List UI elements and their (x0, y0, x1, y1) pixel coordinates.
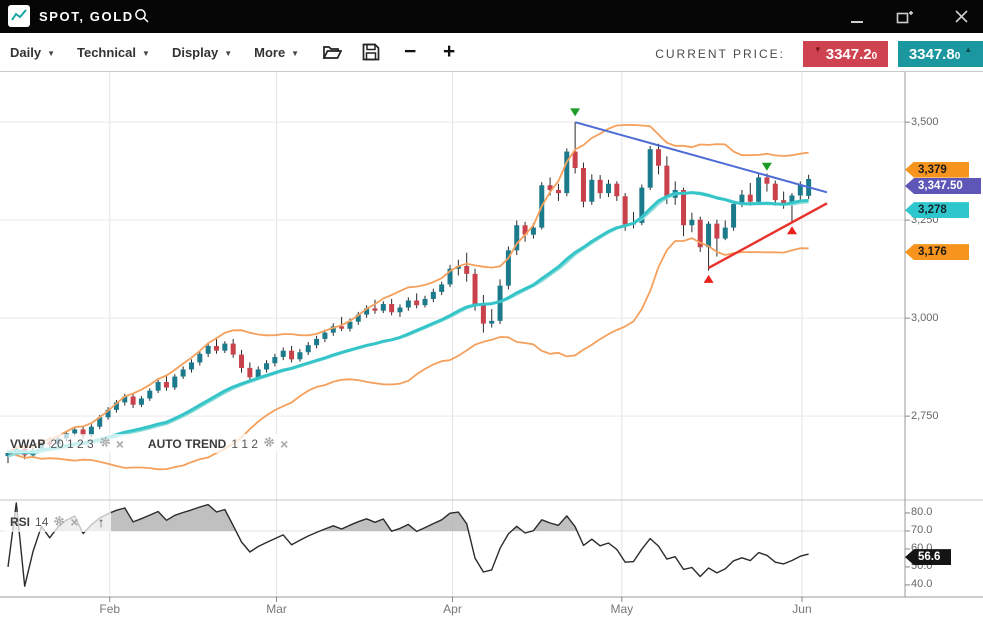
menu-more[interactable]: More ▼ (254, 45, 299, 60)
gear-icon[interactable] (263, 436, 275, 451)
bollinger-upper-line (8, 125, 809, 453)
autotrend-indicator-params: 1 1 2 (231, 437, 258, 451)
time-axis-tick: Feb (90, 602, 130, 616)
rsi-indicator-row: RSI 14 × ↑ (4, 512, 111, 532)
bid-price: 3347.2 (826, 46, 872, 63)
vwap-line (8, 192, 809, 456)
rsi-value-badge: 56.6 (905, 549, 951, 565)
price-level-badge: 3,379 (905, 162, 969, 178)
candles-layer (6, 122, 812, 463)
gear-icon[interactable] (53, 515, 65, 530)
price-level-badge: 3,176 (905, 244, 969, 260)
chevron-down-icon: ▼ (224, 47, 232, 58)
autotrend-indicator-label: AUTO TREND (148, 437, 226, 451)
close-button[interactable] (948, 0, 974, 33)
vwap-indicator-label: VWAP (10, 437, 45, 451)
menu-timeframe-label: Daily (10, 45, 41, 60)
gear-icon[interactable] (99, 436, 111, 451)
overlay-indicator-row: VWAP 20 1 2 3 × AUTO TREND 1 1 2 × (4, 434, 294, 453)
rsi-axis-tick: 80.0 (911, 506, 932, 518)
menu-technical-label: Technical (77, 45, 136, 60)
rsi-indicator-params: 14 (35, 515, 48, 529)
menu-timeframe[interactable]: Daily ▼ (10, 45, 55, 60)
buy-price-button[interactable]: 3347.8 0 ▲ (898, 41, 983, 67)
time-axis-tick: Mar (257, 602, 297, 616)
popout-window-button[interactable] (892, 0, 918, 33)
rsi-axis-tick: 40.0 (911, 578, 932, 590)
vwap-indicator-params: 20 1 2 3 (50, 437, 93, 451)
menu-technical[interactable]: Technical ▼ (77, 45, 150, 60)
zoom-out-button[interactable]: − (399, 40, 421, 64)
trend-line-0 (575, 122, 827, 192)
time-axis-tick: Apr (433, 602, 473, 616)
price-level-badge: 3,347.50 (905, 178, 981, 194)
price-level-badge: 3,278 (905, 202, 969, 218)
price-up-icon: ▲ (964, 46, 972, 54)
sell-signal-icon (570, 108, 580, 116)
buy-signal-icon (787, 226, 797, 234)
close-icon[interactable]: × (280, 438, 288, 450)
chevron-down-icon: ▼ (291, 47, 299, 58)
price-axis-tick: 3,000 (911, 312, 939, 324)
trading-app-window: SPOT, GOLD Daily (0, 0, 983, 621)
price-axis-tick: 3,500 (911, 116, 939, 128)
title-bar: SPOT, GOLD (0, 0, 983, 33)
open-layout-button[interactable] (321, 40, 343, 64)
search-icon[interactable] (134, 8, 150, 29)
close-icon[interactable]: × (116, 438, 124, 450)
bollinger-middle-line (8, 193, 809, 453)
ask-price: 3347.8 (909, 46, 955, 63)
zoom-in-button[interactable]: + (438, 40, 460, 64)
price-down-icon: ▼ (814, 46, 822, 54)
rsi-indicator-label: RSI (10, 515, 30, 529)
menu-display[interactable]: Display ▼ (172, 45, 232, 60)
price-chart[interactable] (0, 72, 983, 621)
move-pane-up-icon[interactable]: ↑ (98, 514, 105, 530)
minimize-button[interactable] (844, 0, 870, 33)
time-axis-tick: Jun (782, 602, 822, 616)
buy-signal-icon (704, 275, 714, 283)
save-layout-button[interactable] (360, 40, 382, 64)
app-logo-icon (8, 5, 30, 27)
ask-pip: 0 (955, 51, 961, 62)
chevron-down-icon: ▼ (142, 47, 150, 58)
sell-signal-icon (762, 163, 772, 171)
toolbar: Daily ▼ Technical ▼ Display ▼ More ▼ (0, 33, 983, 72)
rsi-axis-tick: 70.0 (911, 524, 932, 536)
sell-price-button[interactable]: ▼ 3347.2 0 (803, 41, 888, 67)
bid-pip: 0 (872, 51, 878, 62)
symbol-title: SPOT, GOLD (39, 9, 134, 24)
menu-display-label: Display (172, 45, 218, 60)
close-icon[interactable]: × (70, 516, 78, 528)
menu-more-label: More (254, 45, 285, 60)
price-axis-tick: 2,750 (911, 410, 939, 422)
time-axis-tick: May (602, 602, 642, 616)
chevron-down-icon: ▼ (47, 47, 55, 58)
current-price-label: CURRENT PRICE: (655, 47, 785, 61)
